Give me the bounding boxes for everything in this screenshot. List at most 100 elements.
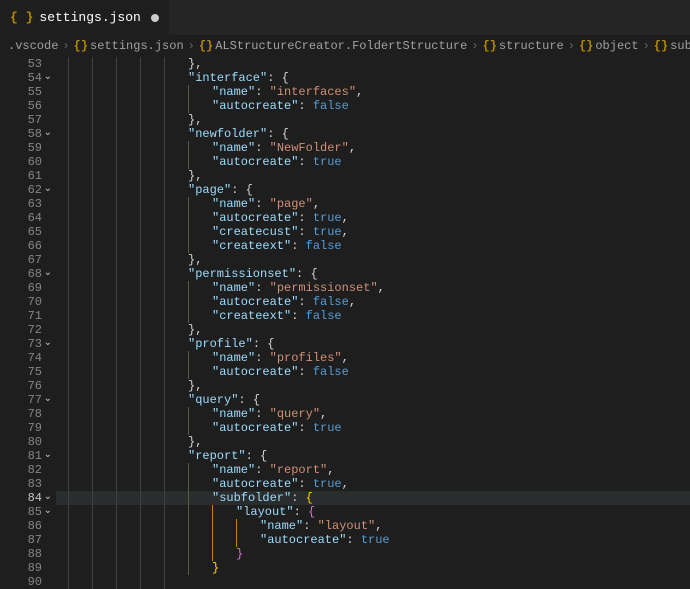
code-line[interactable]: "subfolder": { (56, 491, 690, 505)
code-line[interactable]: "autocreate": true (68, 533, 690, 547)
code-line[interactable]: "name": "profiles", (68, 351, 690, 365)
line-number: 60 (0, 155, 42, 169)
code-line[interactable]: } (68, 547, 690, 561)
code-line[interactable]: }, (68, 169, 690, 183)
line-number: 78 (0, 407, 42, 421)
code-line[interactable]: "name": "interfaces", (68, 85, 690, 99)
line-number: 76 (0, 379, 42, 393)
fold-toggle-icon[interactable]: ⌄ (44, 505, 52, 519)
breadcrumb-label: .vscode (8, 39, 58, 53)
line-number: 67 (0, 253, 42, 267)
line-number: 66 (0, 239, 42, 253)
fold-toggle-icon[interactable]: ⌄ (44, 71, 52, 85)
code-line[interactable]: "name": "layout", (68, 519, 690, 533)
code-line[interactable]: "name": "NewFolder", (68, 141, 690, 155)
chevron-right-icon: › (62, 39, 69, 53)
braces-icon: {} (654, 39, 668, 53)
tab-filename: settings.json (39, 10, 140, 25)
fold-toggle-icon[interactable]: ⌄ (44, 183, 52, 197)
line-number: 75 (0, 365, 42, 379)
code-line[interactable]: "name": "page", (68, 197, 690, 211)
chevron-right-icon: › (643, 39, 650, 53)
breadcrumb-item[interactable]: {}subfolder (654, 39, 690, 53)
code-line[interactable]: "name": "query", (68, 407, 690, 421)
line-number: 80 (0, 435, 42, 449)
braces-icon: {} (74, 39, 88, 53)
code-line[interactable] (68, 575, 690, 589)
line-number: 83 (0, 477, 42, 491)
breadcrumbs[interactable]: .vscode›{}settings.json›{}ALStructureCre… (0, 35, 690, 57)
code-line[interactable]: "createcust": true, (68, 225, 690, 239)
code-line[interactable]: "permissionset": { (68, 267, 690, 281)
fold-toggle-icon[interactable]: ⌄ (44, 337, 52, 351)
line-number: 64 (0, 211, 42, 225)
code-line[interactable]: "newfolder": { (68, 127, 690, 141)
line-number: 73⌄ (0, 337, 42, 351)
fold-toggle-icon[interactable]: ⌄ (44, 267, 52, 281)
line-number: 79 (0, 421, 42, 435)
breadcrumb-label: subfolder (670, 39, 690, 53)
code-line[interactable]: "autocreate": true, (68, 211, 690, 225)
code-line[interactable]: }, (68, 253, 690, 267)
breadcrumb-label: settings.json (90, 39, 184, 53)
line-number: 84⌄ (0, 491, 42, 505)
code-line[interactable]: }, (68, 57, 690, 71)
line-number: 74 (0, 351, 42, 365)
fold-toggle-icon[interactable]: ⌄ (44, 127, 52, 141)
code-line[interactable]: "autocreate": false (68, 365, 690, 379)
code-line[interactable]: }, (68, 379, 690, 393)
line-number: 59 (0, 141, 42, 155)
breadcrumb-label: structure (499, 39, 564, 53)
line-number: 68⌄ (0, 267, 42, 281)
breadcrumb-label: ALStructureCreator.FoldertStructure (215, 39, 467, 53)
fold-toggle-icon[interactable]: ⌄ (44, 449, 52, 463)
line-number: 71 (0, 309, 42, 323)
line-number: 53 (0, 57, 42, 71)
code-line[interactable]: }, (68, 435, 690, 449)
line-number: 62⌄ (0, 183, 42, 197)
code-line[interactable]: "autocreate": false (68, 99, 690, 113)
editor-area[interactable]: 5354⌄55565758⌄59606162⌄636465666768⌄6970… (0, 57, 690, 586)
code-line[interactable]: "name": "permissionset", (68, 281, 690, 295)
code-line[interactable]: "layout": { (68, 505, 690, 519)
editor-tab[interactable]: { } settings.json (0, 0, 170, 35)
line-number: 90 (0, 575, 42, 589)
breadcrumb-item[interactable]: {}structure (483, 39, 564, 53)
breadcrumb-item[interactable]: .vscode (8, 39, 58, 53)
line-number: 82 (0, 463, 42, 477)
code-line[interactable]: }, (68, 323, 690, 337)
code-line[interactable]: "page": { (68, 183, 690, 197)
code-line[interactable]: "autocreate": true (68, 421, 690, 435)
code-line[interactable]: "createext": false (68, 309, 690, 323)
line-number: 86 (0, 519, 42, 533)
code-line[interactable]: "name": "report", (68, 463, 690, 477)
code-line[interactable]: "autocreate": true, (68, 477, 690, 491)
chevron-right-icon: › (471, 39, 478, 53)
line-number: 70 (0, 295, 42, 309)
fold-toggle-icon[interactable]: ⌄ (44, 393, 52, 407)
code-line[interactable]: "profile": { (68, 337, 690, 351)
code-line[interactable]: "autocreate": true (68, 155, 690, 169)
dirty-indicator-icon (151, 14, 159, 22)
breadcrumb-item[interactable]: {}object (579, 39, 639, 53)
code-line[interactable]: "query": { (68, 393, 690, 407)
fold-toggle-icon[interactable]: ⌄ (44, 491, 52, 505)
breadcrumb-item[interactable]: {}settings.json (74, 39, 184, 53)
chevron-right-icon: › (568, 39, 575, 53)
breadcrumb-item[interactable]: {}ALStructureCreator.FoldertStructure (199, 39, 467, 53)
braces-icon: {} (199, 39, 213, 53)
line-number: 77⌄ (0, 393, 42, 407)
code-line[interactable]: "createext": false (68, 239, 690, 253)
line-number: 55 (0, 85, 42, 99)
code-line[interactable]: "interface": { (68, 71, 690, 85)
code-content[interactable]: }, "interface": { "name": "interfaces", … (56, 57, 690, 586)
code-line[interactable]: "report": { (68, 449, 690, 463)
code-line[interactable]: } (68, 561, 690, 575)
line-number: 65 (0, 225, 42, 239)
line-number: 63 (0, 197, 42, 211)
code-line[interactable]: }, (68, 113, 690, 127)
line-number: 61 (0, 169, 42, 183)
braces-icon: {} (483, 39, 497, 53)
code-line[interactable]: "autocreate": false, (68, 295, 690, 309)
line-number: 89 (0, 561, 42, 575)
